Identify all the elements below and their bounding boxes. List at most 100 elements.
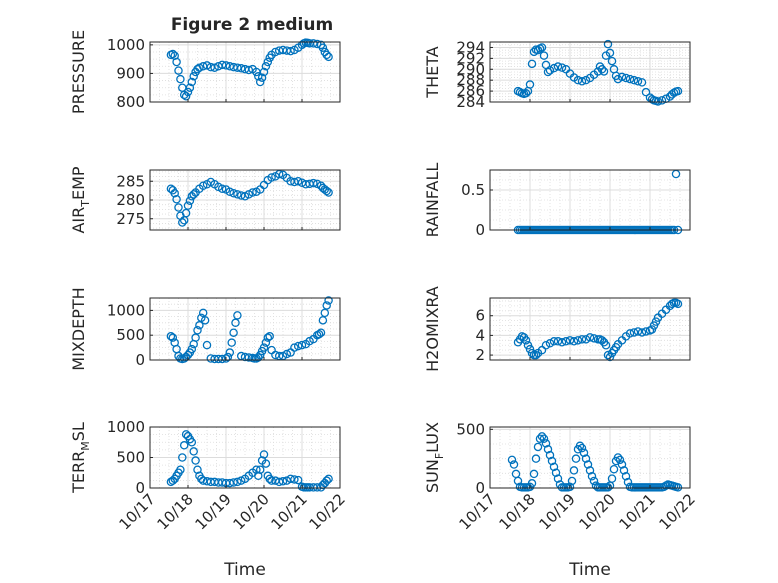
- data-point: [324, 52, 333, 62]
- data-point: [166, 331, 176, 341]
- x-tick-label: 10/20: [230, 490, 273, 533]
- data-point: [565, 336, 575, 345]
- data-point: [179, 441, 189, 450]
- data-point: [545, 339, 555, 348]
- y-axis-label: TERRMSL: [69, 422, 92, 494]
- data-point: [553, 474, 563, 483]
- x-tick-label: 10/19: [536, 490, 579, 533]
- data-point: [322, 50, 331, 60]
- data-point: [200, 316, 210, 325]
- x-axis-label: Time: [568, 560, 611, 580]
- data-point: [581, 454, 591, 463]
- data-point: [641, 327, 651, 336]
- subplot-terr_msl: 0500100010/1710/1810/1910/2010/2110/22TE…: [69, 418, 349, 580]
- x-tick-label: 10/21: [268, 490, 311, 533]
- data-point: [261, 62, 271, 71]
- data-point: [324, 296, 333, 305]
- data-point: [170, 188, 179, 198]
- data-point: [541, 439, 551, 448]
- y-tick-label: 286: [456, 82, 485, 100]
- data-point: [263, 57, 273, 67]
- data-point: [609, 464, 619, 474]
- data-point: [282, 349, 292, 359]
- data-point: [539, 51, 549, 60]
- data-point: [191, 333, 200, 342]
- data-point: [195, 63, 204, 72]
- x-tick-label: 10/22: [656, 490, 699, 533]
- data-point: [225, 187, 235, 196]
- axes-box: [489, 169, 691, 231]
- data-point: [657, 96, 667, 105]
- x-tick-label: 10/18: [496, 490, 539, 533]
- data-point: [172, 194, 181, 204]
- data-point: [599, 67, 609, 76]
- y-axis-label: AIRTEMP: [69, 166, 92, 233]
- subplot-h2omixra: 2 46 H2OMIXRA: [423, 286, 691, 372]
- data-point: [673, 483, 683, 492]
- subplot-pressure: 800 900 1000 PRESSURE: [69, 30, 341, 114]
- x-tick-label: 10/20: [576, 490, 619, 533]
- data-point: [168, 333, 178, 342]
- y-tick-label: 0: [135, 479, 145, 497]
- data-point: [549, 337, 559, 346]
- data-point: [525, 80, 535, 89]
- data-point: [617, 72, 627, 82]
- y-axis-label: THETA: [423, 46, 442, 98]
- data-point: [541, 340, 551, 350]
- data-point: [583, 460, 593, 469]
- data-point: [168, 49, 178, 59]
- y-axis-label: H2OMIXRA: [423, 286, 442, 372]
- data-point: [259, 450, 269, 459]
- series-markers: [166, 38, 333, 101]
- data-point: [653, 97, 663, 106]
- data-point: [254, 353, 263, 362]
- y-tick-label: 275: [116, 210, 145, 228]
- data-point: [318, 43, 328, 52]
- data-point: [603, 39, 613, 49]
- data-point: [193, 325, 202, 335]
- data-point: [236, 64, 246, 73]
- data-point: [629, 328, 639, 337]
- data-point: [187, 77, 197, 87]
- data-point: [535, 434, 545, 443]
- data-point: [248, 188, 257, 197]
- data-point: [259, 67, 269, 77]
- x-tick-label: 10/19: [192, 490, 235, 533]
- data-point: [581, 335, 591, 344]
- y-tick-label: 2: [475, 346, 485, 364]
- data-point: [257, 73, 267, 82]
- data-point: [312, 39, 322, 49]
- series-markers: [166, 296, 333, 364]
- data-point: [605, 48, 615, 58]
- data-point: [533, 442, 543, 452]
- data-point: [223, 352, 233, 362]
- data-point: [585, 333, 595, 342]
- axes-box: [149, 41, 341, 103]
- data-point: [569, 337, 579, 346]
- data-point: [527, 479, 537, 488]
- series-markers: [166, 430, 333, 492]
- data-point: [537, 432, 547, 441]
- y-tick-label: 288: [456, 71, 485, 89]
- data-point: [625, 74, 635, 84]
- axes-box: [489, 426, 691, 489]
- data-point: [589, 334, 599, 343]
- data-point: [172, 57, 181, 67]
- data-point: [233, 311, 242, 320]
- axes-box: [489, 41, 691, 103]
- data-point: [531, 454, 541, 463]
- y-tick-label: 0: [475, 221, 485, 239]
- data-point: [176, 74, 185, 84]
- data-point: [557, 338, 567, 347]
- data-point: [322, 476, 331, 485]
- data-point: [673, 299, 683, 309]
- data-point: [187, 344, 197, 354]
- data-point: [265, 474, 274, 484]
- data-point: [607, 56, 617, 66]
- data-point: [637, 328, 647, 337]
- data-point: [633, 327, 643, 336]
- data-point: [322, 186, 331, 196]
